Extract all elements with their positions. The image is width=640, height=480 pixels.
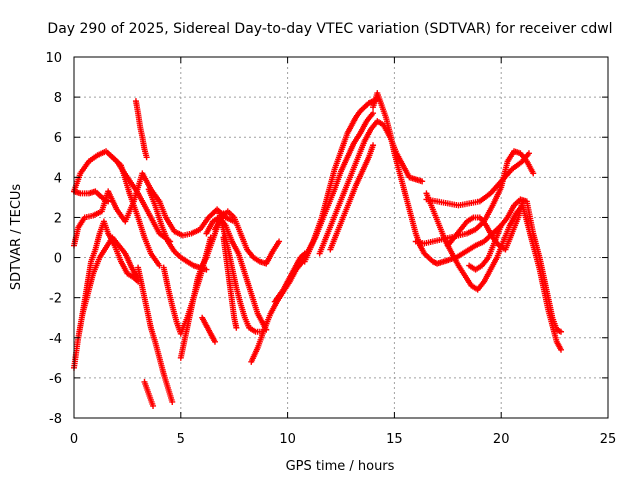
data-point <box>530 170 537 177</box>
data-point <box>105 198 112 205</box>
y-tick-label: 0 <box>54 252 62 267</box>
series-sat-ad <box>519 202 565 353</box>
x-tick-label: 20 <box>493 432 510 447</box>
series-sat-w <box>327 142 377 253</box>
x-tick-label: 5 <box>177 432 185 447</box>
y-tick-label: -6 <box>49 372 62 387</box>
data-point <box>233 324 240 331</box>
y-axis-label: SDTVAR / TECUs <box>9 184 24 291</box>
series-sat-h <box>135 264 176 405</box>
data-point <box>525 150 532 157</box>
axis-ticks <box>73 56 609 419</box>
data-points-layer <box>71 90 565 409</box>
plot-frame <box>73 56 609 419</box>
data-point <box>558 328 565 335</box>
x-axis-label: GPS time / hours <box>286 459 395 474</box>
data-point <box>150 402 157 409</box>
x-tick-label: 10 <box>279 432 296 447</box>
x-tick-label: 25 <box>600 432 617 447</box>
y-tick-label: 2 <box>54 211 62 226</box>
series-sat-g <box>132 98 150 161</box>
y-tick-label: -4 <box>49 332 62 347</box>
data-point <box>169 398 176 405</box>
data-point <box>370 110 377 117</box>
x-tick-label: 15 <box>386 432 403 447</box>
data-point <box>156 262 163 269</box>
y-tick-labels: -8 -6 -4 -2 0 2 4 6 8 10 <box>45 51 62 427</box>
series-sat-r <box>220 234 240 331</box>
x-tick-label: 0 <box>70 432 78 447</box>
series-sat-z <box>423 190 526 293</box>
data-point <box>419 178 426 185</box>
series-sat-f <box>109 154 163 269</box>
series-sat-x <box>370 90 505 267</box>
series-sat-p <box>211 208 283 267</box>
data-point <box>203 266 210 273</box>
grid-lines <box>74 57 608 418</box>
y-tick-label: -2 <box>49 292 62 307</box>
data-point <box>276 238 283 245</box>
series-sat-d <box>71 218 142 371</box>
chart-title: Day 290 of 2025, Sidereal Day-to-day VTE… <box>47 21 612 37</box>
y-tick-label: 4 <box>54 171 62 186</box>
series-sat-i <box>141 378 157 409</box>
data-point <box>211 338 218 345</box>
y-tick-label: 6 <box>54 131 62 146</box>
series-sat-n <box>199 314 218 345</box>
series-sat-b <box>71 170 163 249</box>
y-tick-label: 8 <box>54 91 62 106</box>
y-tick-label: 10 <box>45 51 62 66</box>
data-point <box>370 142 377 149</box>
series-sat-c <box>71 188 112 205</box>
data-point <box>558 346 565 353</box>
y-tick-label: -8 <box>49 412 62 427</box>
series-sat-t <box>271 250 308 305</box>
series-sat-l <box>145 186 210 273</box>
series-sat-aa <box>423 150 532 209</box>
x-tick-labels: 0 5 10 15 20 25 <box>70 432 616 447</box>
data-point <box>143 154 150 161</box>
